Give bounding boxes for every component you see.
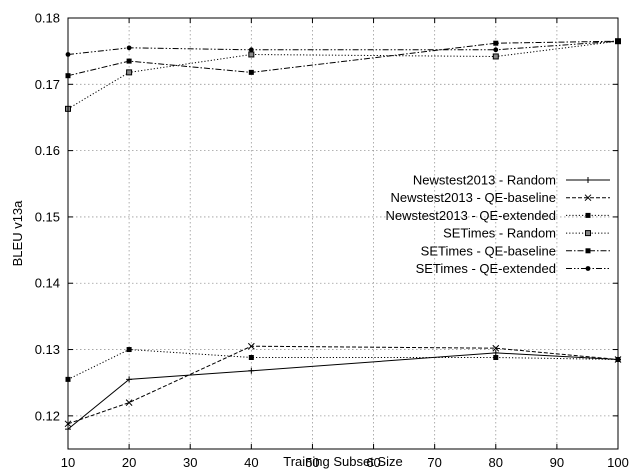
legend-entry: Newstest2013 - Random (413, 173, 610, 188)
x-axis-title: Training Subset Size (283, 454, 402, 469)
series-line (67, 40, 619, 77)
series-line (67, 348, 619, 380)
data-point-marker (248, 354, 254, 360)
data-point-marker (492, 53, 499, 60)
data-point-marker (126, 58, 132, 64)
data-point-marker (493, 47, 499, 53)
y-tick-label: 0.16 (35, 143, 60, 158)
data-point-marker (248, 47, 254, 53)
data-point-marker (585, 266, 591, 271)
data-point-marker (584, 194, 592, 202)
data-point-marker (248, 51, 255, 58)
legend-entry: Newstest2013 - QE-baseline (391, 190, 610, 205)
legend: Newstest2013 - Random Newstest2013 - QE-b… (385, 173, 610, 276)
data-point-marker (585, 212, 591, 218)
data-point-marker (492, 344, 500, 352)
legend-label: Newstest2013 - QE-extended (385, 208, 556, 223)
data-point-marker (126, 45, 132, 51)
series-6 (65, 38, 621, 57)
y-axis-title: BLEU v13a (10, 200, 25, 267)
plot-frame (67, 17, 619, 450)
y-tick-label: 0.13 (35, 342, 60, 357)
data-point-marker (493, 354, 499, 360)
legend-entry: SETimes - Random (443, 226, 610, 241)
x-tick-label: 70 (427, 455, 441, 470)
x-tick-label: 80 (489, 455, 503, 470)
y-tick-label: 0.14 (35, 276, 60, 291)
series-line (67, 40, 619, 110)
series-1 (65, 349, 621, 433)
y-tick-label: 0.18 (35, 11, 60, 26)
y-tick-label: 0.15 (35, 209, 60, 224)
data-point-marker (585, 177, 591, 183)
x-tick-label: 90 (550, 455, 564, 470)
legend-label: SETimes - Random (443, 226, 556, 241)
legend-entry: SETimes - QE-baseline (421, 243, 610, 258)
legend-label: Newstest2013 - QE-baseline (391, 190, 556, 205)
data-point-marker (126, 376, 133, 383)
x-tick-label: 50 (305, 455, 319, 470)
legend-label: SETimes - QE-baseline (421, 243, 556, 258)
data-point-marker (492, 349, 499, 356)
data-point-marker (585, 248, 591, 254)
data-point-marker (126, 347, 132, 353)
legend-label: Newstest2013 - Random (413, 173, 556, 188)
x-tick-label: 10 (61, 455, 75, 470)
data-point-marker (125, 399, 133, 406)
y-tick-label: 0.17 (35, 77, 60, 92)
legend-entry: Newstest2013 - QE-extended (385, 208, 610, 223)
data-point-marker (248, 69, 254, 75)
data-point-marker (585, 230, 591, 237)
series-line (67, 352, 619, 430)
axes: 10 20 30 40 50 60 70 80 90 100 0.12 0.13 0.14 0.15 0.1… (35, 11, 629, 470)
series-lines (64, 38, 622, 433)
x-tick-label: 40 (244, 455, 258, 470)
x-tick-label: 20 (122, 455, 136, 470)
data-point-marker (126, 69, 133, 76)
series-5 (65, 38, 621, 79)
x-tick-label: 100 (607, 455, 629, 470)
series-line (67, 40, 619, 55)
data-point-marker (493, 40, 499, 46)
x-tick-label: 60 (366, 455, 380, 470)
data-point-marker (248, 367, 255, 374)
legend-entry: SETimes - QE-extended (416, 261, 610, 276)
y-tick-label: 0.12 (35, 408, 60, 423)
legend-label: SETimes - QE-extended (416, 261, 556, 276)
data-point-marker (247, 342, 255, 350)
x-tick-label: 30 (183, 455, 197, 470)
series-2 (64, 342, 622, 428)
